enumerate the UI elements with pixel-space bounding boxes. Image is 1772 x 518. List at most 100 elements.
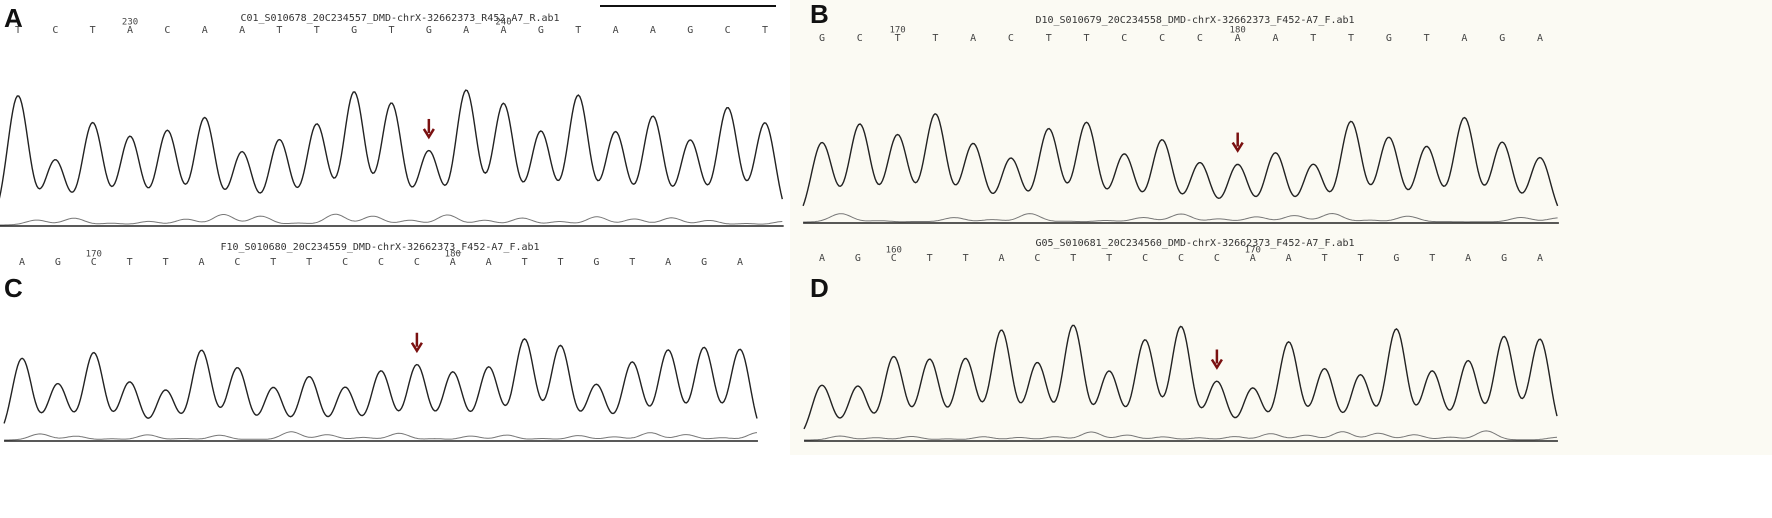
base-call: G <box>1499 33 1505 44</box>
panel-label: B <box>810 0 829 29</box>
base-call: A <box>486 257 492 268</box>
base-call: C <box>1159 33 1165 44</box>
base-call: G <box>55 257 61 268</box>
base-call: A <box>1235 33 1241 44</box>
trace-secondary <box>0 213 783 226</box>
base-call: C <box>1034 253 1040 264</box>
base-call: A <box>463 25 469 36</box>
base-call: G <box>1393 253 1399 264</box>
base-call: T <box>932 33 938 44</box>
chromatogram-panel: C F10_S010680_20C234559_DMD-chrX-32662373… <box>3 242 758 442</box>
position-marker: 240 <box>495 18 511 28</box>
base-call: A <box>1250 253 1256 264</box>
base-call: G <box>1386 33 1392 44</box>
base-call: T <box>1348 33 1354 44</box>
position-marker: 180 <box>445 250 461 260</box>
base-call: C <box>1178 253 1184 264</box>
base-call: A <box>650 25 656 36</box>
mutation-arrow-head <box>422 128 435 140</box>
base-call: T <box>276 25 282 36</box>
base-call: C <box>1008 33 1014 44</box>
base-call: T <box>15 25 21 36</box>
base-call: T <box>127 257 133 268</box>
trace-secondary <box>4 431 758 441</box>
file-name: C01_S010678_20C234557_DMD-chrX-32662373_… <box>240 13 559 24</box>
base-call: T <box>1357 253 1363 264</box>
base-call: A <box>239 25 245 36</box>
base-call: C <box>342 257 348 268</box>
base-call: T <box>1106 253 1112 264</box>
base-call: A <box>127 25 133 36</box>
base-call: G <box>687 25 693 36</box>
base-call: A <box>19 257 25 268</box>
position-marker: 230 <box>122 18 138 28</box>
position-marker: 170 <box>1245 246 1261 256</box>
base-call: C <box>1142 253 1148 264</box>
position-marker: 160 <box>886 246 902 256</box>
base-call: G <box>538 25 544 36</box>
base-call: G <box>593 257 599 268</box>
base-call: T <box>1322 253 1328 264</box>
panel-label: C <box>4 273 23 303</box>
base-call: T <box>927 253 933 264</box>
base-call: T <box>306 257 312 268</box>
base-call: C <box>857 33 863 44</box>
base-call: G <box>855 253 861 264</box>
base-call: G <box>426 25 432 36</box>
base-call: C <box>1121 33 1127 44</box>
base-call: A <box>998 253 1004 264</box>
base-call: C <box>91 257 97 268</box>
base-call: T <box>963 253 969 264</box>
base-call: C <box>725 25 731 36</box>
base-call: A <box>613 25 619 36</box>
base-call: A <box>665 257 671 268</box>
trace <box>802 112 1559 207</box>
trace-secondary <box>803 212 1558 223</box>
base-call: T <box>629 257 635 268</box>
base-call: C <box>891 253 897 264</box>
panel-background <box>790 0 1772 455</box>
base-call: A <box>450 257 456 268</box>
base-call: C <box>1214 253 1220 264</box>
position-marker: 180 <box>1230 26 1246 36</box>
base-call: A <box>1537 33 1543 44</box>
base-call: G <box>819 33 825 44</box>
base-call: A <box>1272 33 1278 44</box>
base-call: T <box>762 25 768 36</box>
base-call: T <box>895 33 901 44</box>
base-call: A <box>1461 33 1467 44</box>
chromatogram-panel: D G05_S010681_20C234560_DMD-chrX-32662373… <box>803 238 1558 442</box>
base-call: T <box>388 25 394 36</box>
file-name: D10_S010679_20C234558_DMD-chrX-32662373_… <box>1035 15 1354 26</box>
base-call: T <box>90 25 96 36</box>
base-call: C <box>1197 33 1203 44</box>
base-call: C <box>164 25 170 36</box>
base-call: T <box>557 257 563 268</box>
chromatogram-panel: B D10_S010679_20C234558_DMD-chrX-32662373… <box>802 0 1559 224</box>
mutation-arrow-head <box>410 342 423 354</box>
base-call: C <box>414 257 420 268</box>
base-call: T <box>1424 33 1430 44</box>
base-call: A <box>501 25 507 36</box>
panel-label: D <box>810 273 829 303</box>
base-call: T <box>1046 33 1052 44</box>
base-call: A <box>202 25 208 36</box>
base-call: T <box>1310 33 1316 44</box>
trace <box>0 89 783 200</box>
base-call: T <box>575 25 581 36</box>
base-call: G <box>351 25 357 36</box>
position-marker: 170 <box>86 250 102 260</box>
position-marker: 170 <box>889 26 905 36</box>
trace <box>3 338 758 424</box>
base-call: C <box>378 257 384 268</box>
base-call: T <box>314 25 320 36</box>
panel-label: A <box>4 3 23 33</box>
base-call: A <box>737 257 743 268</box>
base-call: G <box>701 257 707 268</box>
base-call: T <box>1429 253 1435 264</box>
file-name: F10_S010680_20C234559_DMD-chrX-32662373_… <box>220 242 539 253</box>
mutation-arrow-head <box>1210 358 1223 370</box>
base-call: A <box>819 253 825 264</box>
base-call: T <box>1070 253 1076 264</box>
